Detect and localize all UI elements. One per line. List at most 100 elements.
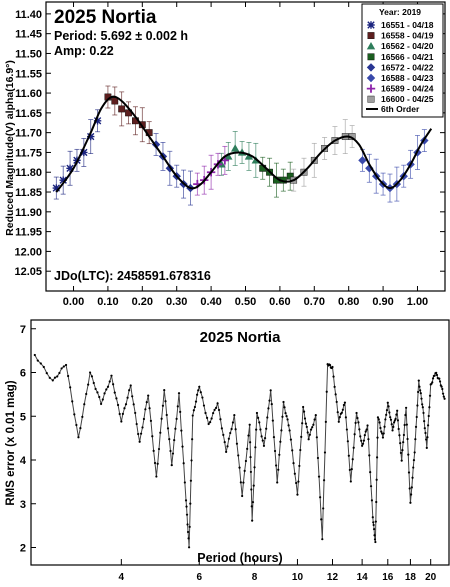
periodogram-point bbox=[144, 408, 147, 411]
periodogram-point bbox=[260, 435, 263, 438]
periodogram-point bbox=[195, 393, 199, 396]
periodogram-point bbox=[223, 441, 226, 444]
periodogram-point bbox=[267, 407, 270, 410]
periodogram-point bbox=[169, 449, 172, 453]
periodogram-point bbox=[293, 472, 296, 475]
x-tick-label: 0.40 bbox=[200, 296, 221, 308]
periodogram-point bbox=[412, 466, 415, 469]
periodogram-point bbox=[428, 406, 431, 409]
periodogram-point bbox=[250, 488, 253, 491]
periodogram-point bbox=[419, 392, 422, 395]
x-tick-label: 0.30 bbox=[166, 296, 187, 308]
periodogram-point bbox=[389, 416, 392, 419]
periodogram-point bbox=[255, 428, 258, 431]
periodogram-point bbox=[265, 427, 268, 430]
y-tick-label: 12.00 bbox=[14, 246, 42, 258]
periodogram-point bbox=[396, 409, 399, 412]
periodogram-point bbox=[94, 387, 97, 391]
periodogram-point bbox=[345, 428, 348, 431]
periodogram-point bbox=[395, 413, 398, 416]
y-tick-label: 11.65 bbox=[15, 108, 42, 120]
x-tick-label: 0.20 bbox=[132, 296, 153, 308]
legend-marker bbox=[366, 42, 376, 50]
periodogram-point bbox=[375, 478, 378, 481]
periodogram-point bbox=[438, 380, 442, 383]
periodogram-point bbox=[305, 425, 308, 429]
periodogram-point bbox=[284, 411, 287, 415]
periodogram-point bbox=[367, 438, 370, 441]
periodogram-point bbox=[384, 418, 387, 421]
periodogram-point bbox=[220, 427, 223, 430]
periodogram-point bbox=[36, 359, 39, 362]
periodogram-point bbox=[113, 391, 116, 394]
periodogram-point bbox=[189, 479, 193, 482]
periodogram-point bbox=[299, 448, 302, 452]
periodogram-point bbox=[292, 461, 295, 465]
periodogram-point bbox=[441, 392, 445, 395]
periodogram-point bbox=[181, 445, 184, 448]
data-point bbox=[52, 184, 61, 192]
periodogram-point bbox=[108, 380, 111, 383]
periodogram-point bbox=[273, 449, 277, 453]
periodogram-point bbox=[334, 393, 337, 396]
periodogram-point bbox=[121, 412, 125, 415]
periodogram-point bbox=[191, 414, 194, 417]
periodogram-point bbox=[341, 408, 344, 411]
periodogram-point bbox=[425, 438, 428, 441]
periodogram-point bbox=[147, 394, 150, 397]
periodogram-point bbox=[364, 430, 367, 433]
periodogram-point bbox=[126, 396, 129, 399]
periodogram-point bbox=[258, 421, 261, 424]
y-tick-label: 11.70 bbox=[15, 128, 42, 140]
periodogram-point bbox=[313, 418, 316, 421]
periodogram-point bbox=[149, 419, 153, 422]
x-tick-label: 0.60 bbox=[269, 296, 290, 308]
legend-marker bbox=[366, 63, 376, 72]
data-point bbox=[59, 176, 67, 184]
data-point bbox=[358, 156, 367, 165]
x-tick-label: 0.70 bbox=[304, 296, 325, 308]
periodogram-point bbox=[328, 363, 332, 367]
periodogram-point bbox=[406, 437, 409, 441]
periodogram-point bbox=[164, 400, 167, 403]
periodogram-point bbox=[189, 502, 192, 505]
periodogram-point bbox=[283, 406, 286, 409]
periodogram-point bbox=[404, 413, 407, 417]
periodogram-point bbox=[316, 456, 320, 460]
periodogram-point bbox=[390, 423, 393, 426]
periodogram-point bbox=[428, 394, 432, 397]
periodogram-point bbox=[416, 390, 420, 394]
periodogram-point bbox=[197, 389, 200, 392]
periodogram-point bbox=[347, 454, 350, 457]
periodogram-point bbox=[388, 411, 391, 414]
data-point bbox=[93, 117, 102, 125]
x-tick-label: 4 bbox=[119, 572, 125, 583]
periodogram-point bbox=[392, 425, 395, 429]
periodogram-point bbox=[435, 371, 438, 374]
periodogram-point bbox=[398, 434, 401, 437]
periodogram-point bbox=[179, 410, 182, 413]
periodogram-point bbox=[399, 442, 402, 445]
periodogram-point bbox=[85, 392, 88, 396]
periodogram-point bbox=[380, 430, 383, 433]
periodogram-point bbox=[204, 411, 207, 415]
y-tick-label: 11.80 bbox=[15, 167, 42, 179]
legend-label: 16558 - 04/19 bbox=[381, 31, 434, 41]
periodogram-point bbox=[138, 440, 141, 443]
periodogram-point bbox=[391, 429, 394, 432]
periodogram-point bbox=[246, 447, 249, 451]
periodogram-point bbox=[241, 494, 244, 498]
periodogram-point bbox=[148, 407, 151, 410]
periodogram-point bbox=[386, 401, 389, 404]
periodogram-point bbox=[64, 363, 68, 367]
periodogram-point bbox=[438, 377, 441, 380]
periodogram-point bbox=[366, 424, 369, 427]
periodogram-point bbox=[83, 403, 86, 406]
periodogram-point bbox=[110, 374, 113, 377]
data-point bbox=[151, 140, 161, 149]
periodogram-point bbox=[351, 458, 354, 461]
periodogram-point bbox=[278, 453, 281, 456]
periodogram-point bbox=[123, 407, 126, 410]
